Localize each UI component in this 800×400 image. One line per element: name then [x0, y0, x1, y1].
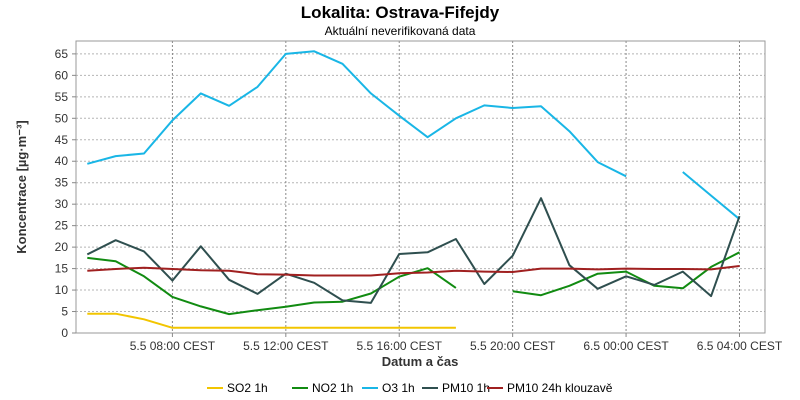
y-tick-label: 0	[61, 326, 68, 340]
series-line-no2-1h	[87, 251, 740, 316]
y-tick-label: 10	[55, 283, 69, 297]
legend-label: PM10 1h	[442, 381, 490, 395]
x-tick-label: 5.5 16:00 CEST	[357, 339, 443, 353]
y-tick-label: 30	[55, 197, 69, 211]
y-tick-label: 5	[61, 305, 68, 319]
chart-subtitle: Aktuální neverifikovaná data	[325, 24, 476, 38]
x-axis-label: Datum a čas	[382, 354, 459, 369]
series-line-o3-1h	[87, 50, 741, 220]
legend-label: SO2 1h	[227, 381, 268, 395]
series-line-pm10-24h-klouzav	[87, 265, 740, 277]
y-tick-label: 45	[55, 133, 69, 147]
y-tick-label: 50	[55, 111, 69, 125]
y-axis-label: Koncentrace [µg·m⁻³]	[14, 120, 29, 254]
y-tick-label: 65	[55, 47, 69, 61]
x-axis-ticks: 5.5 08:00 CEST 5.5 12:00 CEST 5.5 16:00 CE…	[130, 333, 783, 353]
y-tick-label: 25	[55, 219, 69, 233]
y-tick-label: 40	[55, 154, 69, 168]
series-line-pm10-1h	[86, 197, 741, 304]
grid	[76, 41, 765, 333]
y-tick-label: 60	[55, 68, 69, 82]
legend-label: NO2 1h	[312, 381, 353, 395]
y-axis-ticks: 0 5 10 15 20 25 30 35 40 45 50 55 60 65	[55, 47, 76, 340]
y-tick-label: 55	[55, 90, 69, 104]
chart-title: Lokalita: Ostrava-Fifejdy	[301, 3, 500, 22]
x-tick-label: 6.5 00:00 CEST	[583, 339, 669, 353]
x-tick-label: 6.5 04:00 CEST	[697, 339, 783, 353]
x-tick-label: 5.5 20:00 CEST	[470, 339, 556, 353]
x-tick-label: 5.5 12:00 CEST	[243, 339, 329, 353]
y-tick-label: 15	[55, 262, 69, 276]
y-tick-label: 20	[55, 240, 69, 254]
series-line-so2-1h	[87, 312, 456, 329]
legend: SO2 1h NO2 1h O3 1h PM10 1h PM10 24h klouzav…	[207, 381, 613, 395]
plot-area-frame	[75, 40, 766, 334]
legend-label: O3 1h	[382, 381, 415, 395]
legend-label: PM10 24h klouzavě	[507, 381, 613, 395]
series-lines	[86, 50, 741, 329]
y-tick-label: 35	[55, 176, 69, 190]
x-tick-label: 5.5 08:00 CEST	[130, 339, 216, 353]
